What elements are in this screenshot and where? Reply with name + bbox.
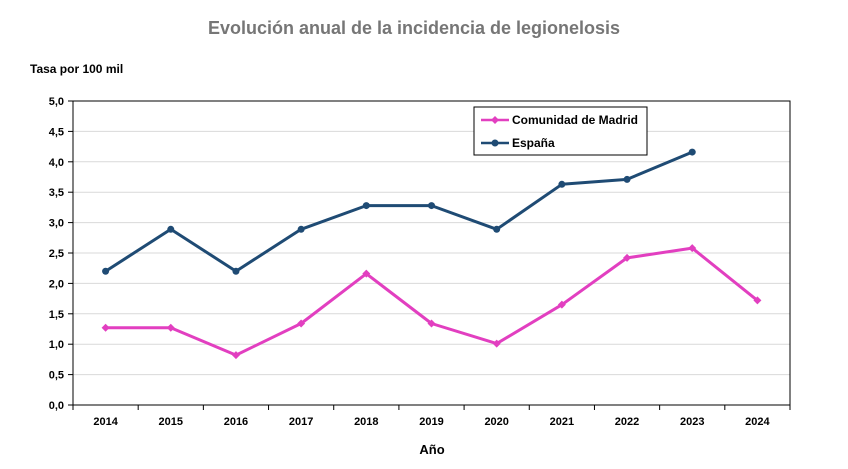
x-tick-label: 2019 bbox=[419, 416, 443, 428]
data-point bbox=[753, 296, 762, 305]
y-tick-label: 0,5 bbox=[49, 370, 64, 382]
x-tick-label: 2020 bbox=[484, 416, 508, 428]
x-tick-label: 2016 bbox=[224, 416, 248, 428]
legend-marker-comunidad-de-madrid bbox=[491, 116, 499, 124]
data-point bbox=[428, 202, 435, 210]
y-tick-label: 1,0 bbox=[49, 339, 64, 351]
y-axis-label: Tasa por 100 mil bbox=[30, 62, 124, 76]
data-point bbox=[167, 225, 175, 233]
series-line-espana bbox=[104, 150, 693, 273]
y-tick-label: 5,0 bbox=[49, 96, 64, 108]
series-espana bbox=[102, 148, 696, 275]
x-tick-label: 2022 bbox=[615, 416, 639, 428]
data-point bbox=[688, 148, 696, 156]
data-point bbox=[232, 267, 240, 275]
y-tick-label: 4,0 bbox=[49, 157, 64, 169]
legend-marker-espana bbox=[491, 139, 499, 147]
legend-label-comunidad-de-madrid: Comunidad de Madrid bbox=[512, 113, 638, 127]
y-tick-label: 2,0 bbox=[49, 278, 64, 290]
x-tick-labels: 2014 2015 2016 2017 2018 2019 2020 2021 2022 2023… bbox=[72, 405, 791, 428]
data-point bbox=[297, 225, 305, 233]
series-line-comunidad-de-madrid bbox=[105, 246, 759, 357]
data-point bbox=[623, 253, 632, 262]
data-point bbox=[362, 202, 370, 210]
data-point bbox=[101, 323, 110, 332]
data-point bbox=[231, 351, 240, 360]
x-tick-label: 2017 bbox=[289, 416, 313, 428]
data-point bbox=[297, 319, 306, 328]
series bbox=[101, 148, 762, 360]
legend: Comunidad de Madrid España bbox=[473, 106, 648, 156]
data-point bbox=[557, 300, 566, 309]
data-point bbox=[493, 225, 501, 233]
data-point bbox=[623, 175, 631, 183]
data-point bbox=[558, 180, 566, 188]
legend-box bbox=[473, 106, 648, 156]
y-tick-labels: 0,0 0,5 1,0 1,5 2,0 2,5 3,0 3,5 4,0 4,5 5,0 bbox=[49, 96, 73, 412]
x-tick-label: 2021 bbox=[550, 416, 574, 428]
y-tick-label: 3,5 bbox=[49, 187, 64, 199]
y-tick-label: 1,5 bbox=[49, 309, 64, 321]
y-tick-label: 4,5 bbox=[49, 126, 64, 138]
x-tick-label: 2014 bbox=[93, 416, 118, 428]
data-point bbox=[362, 269, 371, 278]
x-tick-label: 2015 bbox=[159, 416, 183, 428]
chart-title: Evolución anual de la incidencia de legi… bbox=[207, 18, 621, 38]
x-tick-label: 2024 bbox=[745, 416, 770, 428]
data-point bbox=[688, 244, 697, 253]
x-tick-label: 2023 bbox=[680, 416, 704, 428]
data-point bbox=[166, 323, 175, 332]
data-point bbox=[427, 319, 436, 328]
legend-label-espana: España bbox=[512, 136, 555, 150]
x-axis-label: Año bbox=[419, 442, 445, 457]
y-tick-label: 0,0 bbox=[49, 400, 64, 412]
x-tick-label: 2018 bbox=[354, 416, 378, 428]
data-point bbox=[102, 267, 110, 275]
y-tick-label: 3,0 bbox=[49, 218, 64, 230]
data-point bbox=[492, 339, 501, 348]
y-tick-label: 2,5 bbox=[49, 248, 64, 260]
gridlines bbox=[73, 130, 790, 376]
series-comunidad-de-madrid bbox=[101, 244, 762, 360]
